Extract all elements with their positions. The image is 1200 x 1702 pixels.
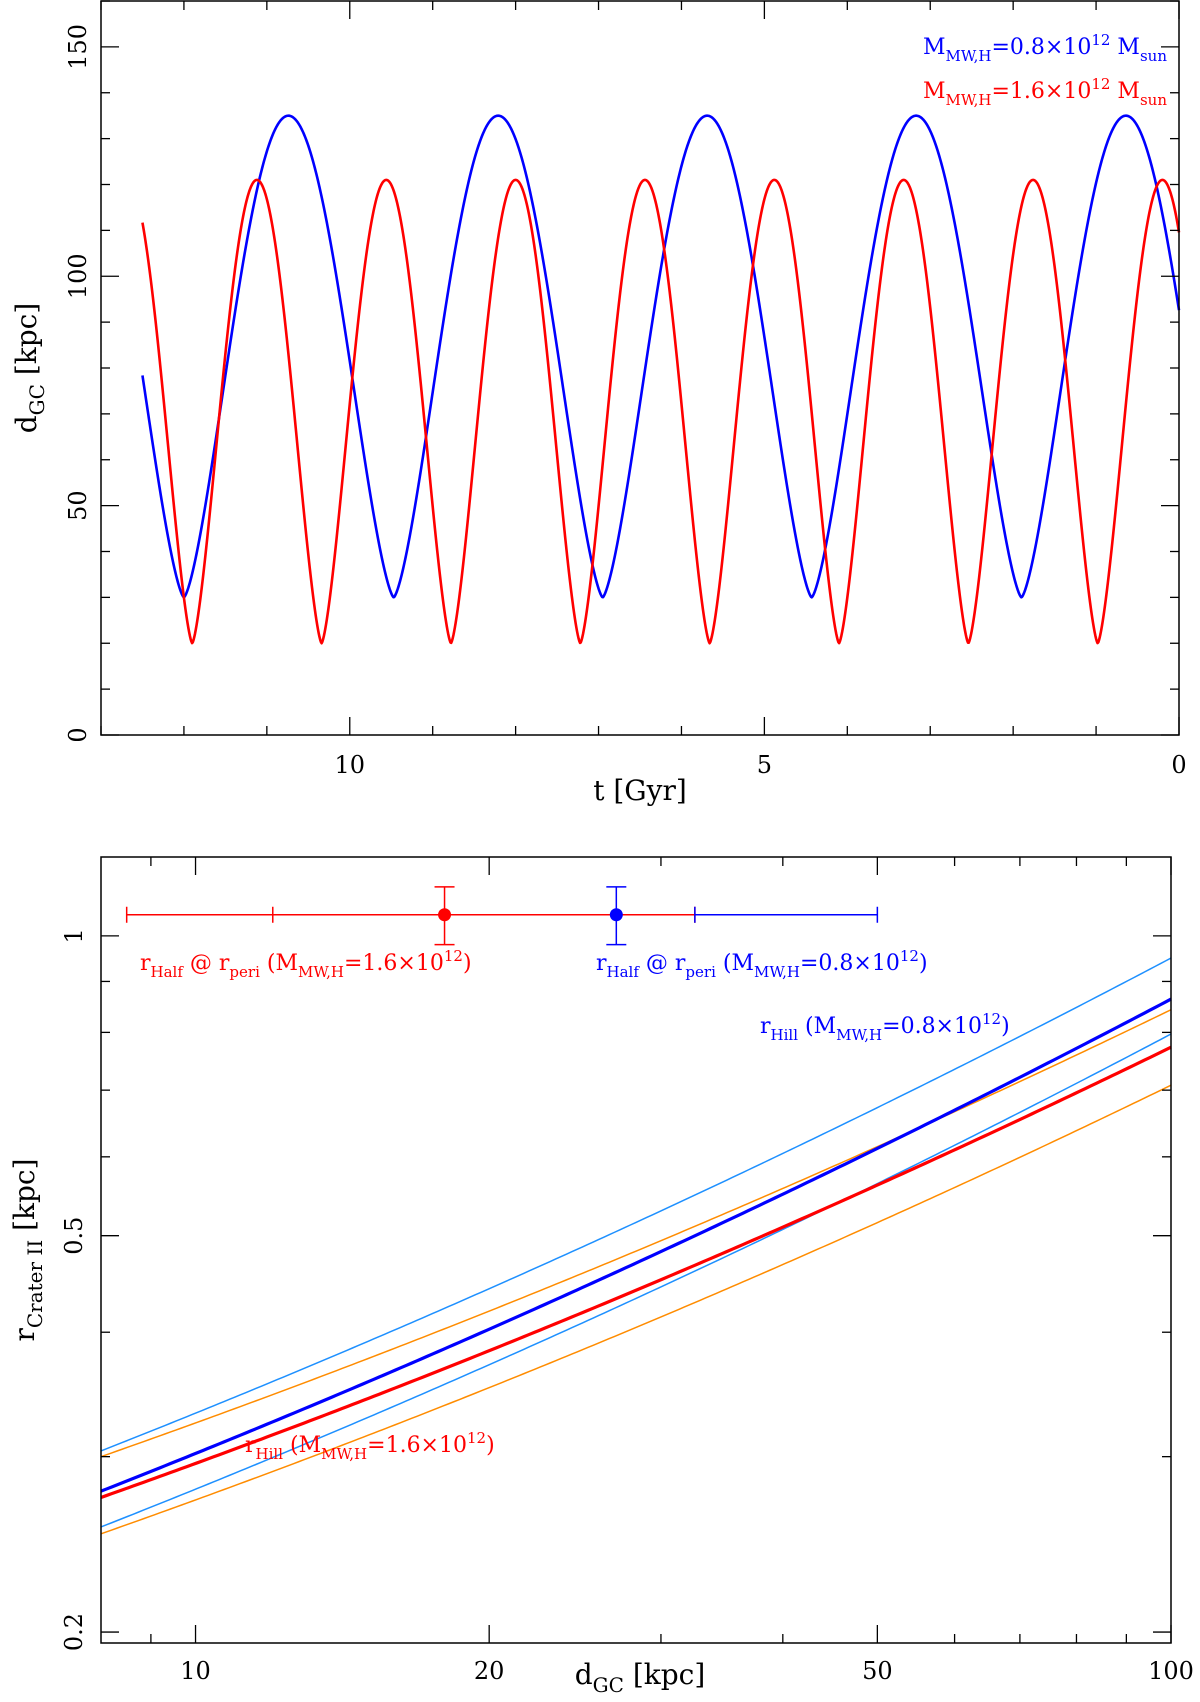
data-point-rhalf16: [438, 908, 452, 922]
legend-entry-mw08: MMW,H=0.8×1012 Msun: [923, 31, 1167, 65]
orbit-y-axis-label: dGC [kpc]: [10, 303, 49, 434]
x-tick-label: 100: [1148, 1657, 1194, 1685]
y-tick-label: 50: [64, 490, 92, 521]
radius-line-hill16_hi: [100, 1009, 1172, 1458]
annotation-ann_rhill08: rHill (MMW,H=0.8×1012): [760, 1010, 1010, 1044]
orbit-series-group: [141, 114, 1181, 645]
orbit-legend: MMW,H=0.8×1012 Msun MMW,H=1.6×1012 Msun: [923, 31, 1167, 109]
radius-annotations: rHalf @ rperi (MMW,H=1.6×1012) rHalf @ rp…: [140, 947, 1010, 1463]
annotation-ann_rhill16: rHill (MMW,H=1.6×1012): [245, 1429, 495, 1463]
x-tick-label: 20: [474, 1657, 505, 1685]
radius-series-group: [100, 957, 1172, 1535]
radius-y-label-text: rCrater II [kpc]: [8, 1158, 47, 1341]
radius-x-axis-label: dGC [kpc]: [575, 1658, 706, 1697]
orbit-y-label-text: dGC [kpc]: [10, 303, 49, 434]
y-tick-label: 0.2: [60, 1613, 88, 1651]
orbit-line-mw08: [141, 114, 1181, 599]
y-tick-label: 0.5: [60, 1217, 88, 1255]
radius-points-group: [125, 886, 879, 946]
radius-ticks-group: 10 20 50 100 0.2 0.5 1: [60, 857, 1194, 1685]
orbit-panel-frame: [100, 0, 1180, 736]
annotation-ann_rhalf08: rHalf @ rperi (MMW,H=0.8×1012): [596, 947, 928, 981]
crater-radius-panel: 10 20 50 100 0.2 0.5 1 rHalf @ rperi (MMW,H=1.…: [8, 856, 1194, 1697]
x-tick-label: 10: [334, 751, 365, 779]
orbit-line-mw16: [141, 178, 1181, 645]
y-tick-label: 150: [64, 24, 92, 70]
radius-line-hill16_lo: [100, 1084, 1172, 1535]
y-tick-label: 1: [60, 928, 88, 943]
x-tick-label: 50: [862, 1657, 893, 1685]
orbit-x-label-text: t [Gyr]: [593, 774, 687, 807]
x-tick-label: 5: [757, 751, 772, 779]
radius-line-hill08: [100, 997, 1172, 1493]
radius-line-hill08_hi: [100, 957, 1172, 1452]
radius-line-hill16: [100, 1045, 1172, 1499]
x-tick-label: 0: [1171, 751, 1186, 779]
legend-entry-mw16: MMW,H=1.6×1012 Msun: [923, 75, 1167, 109]
radius-x-label-text: dGC [kpc]: [575, 1658, 706, 1697]
orbit-x-axis-label: t [Gyr]: [593, 774, 687, 807]
y-tick-label: 100: [64, 253, 92, 299]
data-point-rhalf08: [609, 908, 623, 922]
radius-line-hill08_lo: [100, 1033, 1172, 1528]
annotation-ann_rhalf16: rHalf @ rperi (MMW,H=1.6×1012): [140, 947, 472, 981]
x-tick-label: 10: [180, 1657, 211, 1685]
radius-y-axis-label: rCrater II [kpc]: [8, 1158, 47, 1341]
y-tick-label: 0: [64, 727, 92, 742]
radius-panel-frame: [100, 856, 1172, 1644]
